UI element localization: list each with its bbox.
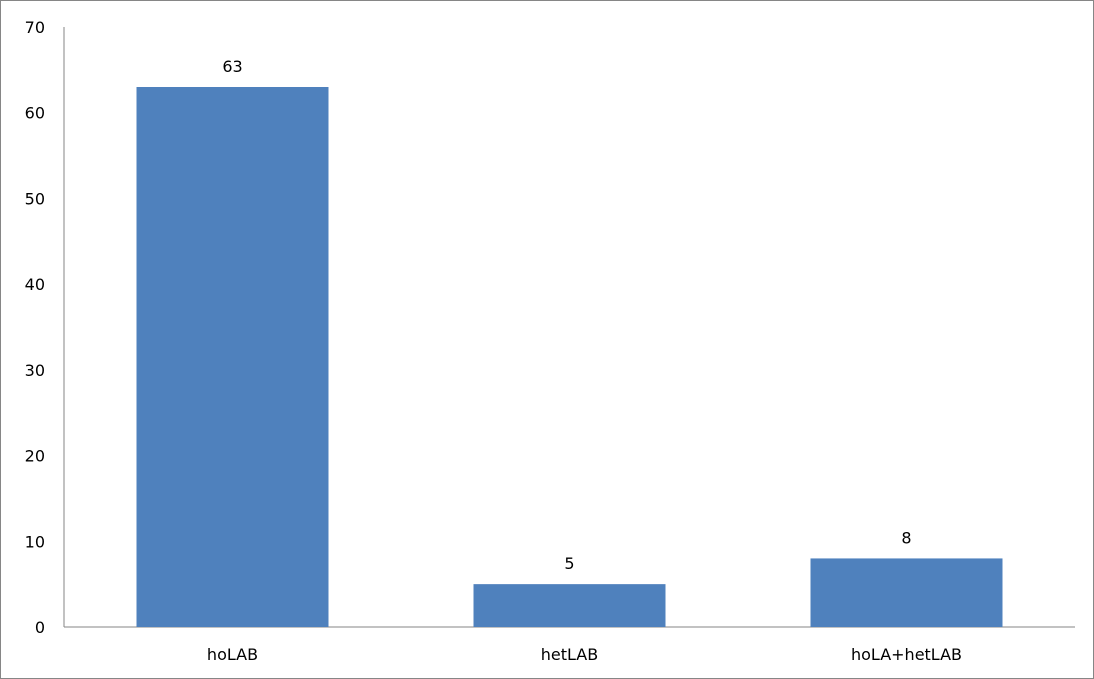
data-label: 5 (564, 554, 574, 573)
data-label: 63 (222, 57, 242, 76)
bar-hetlab (473, 584, 666, 627)
bar-holab (136, 87, 329, 627)
category-label: hoLA+hetLAB (851, 645, 962, 664)
bars (136, 87, 1003, 627)
y-tick-label: 40 (25, 275, 45, 294)
y-tick-labels: 0 10 20 30 40 50 60 70 (25, 18, 45, 637)
category-labels: hoLAB hetLAB hoLA+hetLAB (207, 645, 962, 664)
category-label: hoLAB (207, 645, 258, 664)
y-tick-label: 60 (25, 104, 45, 123)
y-tick-label: 10 (25, 532, 45, 551)
y-tick-label: 50 (25, 189, 45, 208)
y-tick-label: 20 (25, 447, 45, 466)
category-label: hetLAB (541, 645, 598, 664)
y-tick-label: 70 (25, 18, 45, 37)
data-label: 8 (901, 528, 911, 547)
bar-hola-hetlab (810, 558, 1003, 627)
data-labels: 63 5 8 (222, 57, 911, 573)
y-tick-label: 30 (25, 361, 45, 380)
y-tick-label: 0 (35, 618, 45, 637)
